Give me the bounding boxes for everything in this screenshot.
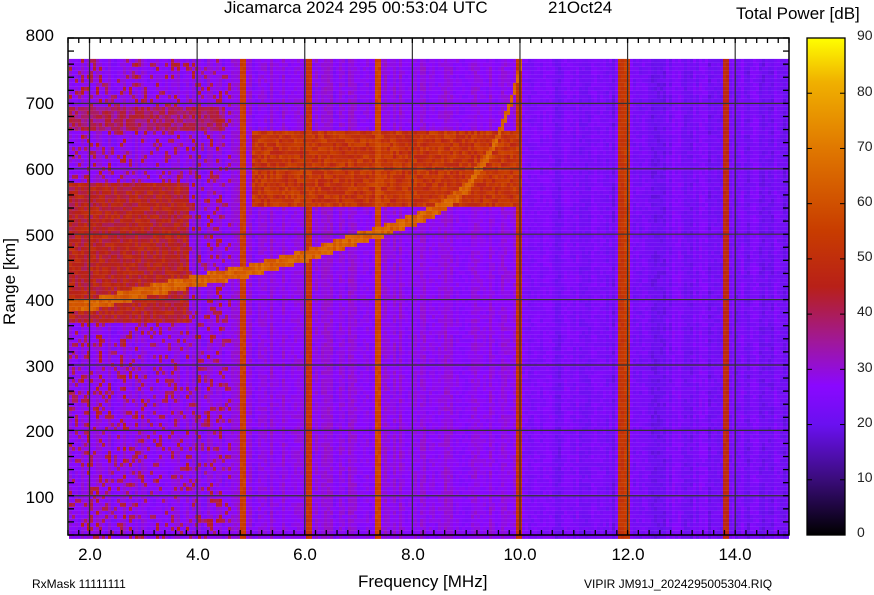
x-axis-label: Frequency [MHz]	[358, 572, 487, 592]
y-tick: 800	[2, 26, 54, 46]
colorbar-tick: 50	[857, 248, 873, 264]
colorbar-title: Total Power [dB]	[736, 4, 860, 24]
colorbar-tick: 20	[857, 414, 873, 430]
colorbar	[806, 37, 846, 536]
plot-frame	[67, 37, 790, 536]
x-tick: 4.0	[173, 545, 223, 565]
colorbar-ticks	[807, 92, 845, 481]
y-axis-label: Range [km]	[0, 238, 20, 325]
colorbar-tick: 30	[857, 359, 873, 375]
colorbar-tick: 80	[857, 83, 873, 99]
colorbar-tick: 60	[857, 193, 873, 209]
colorbar-tick: 10	[857, 469, 873, 485]
rxmask-label: RxMask 11111111	[32, 577, 126, 591]
y-tick: 300	[2, 357, 54, 377]
chart-title: Jicamarca 2024 295 00:53:04 UTC	[224, 0, 488, 18]
colorbar-tick: 40	[857, 303, 873, 319]
x-tick: 8.0	[388, 545, 438, 565]
y-tick: 500	[2, 226, 54, 246]
y-tick: 700	[2, 94, 54, 114]
colorbar-tick: 90	[857, 27, 873, 43]
x-tick: 14.0	[710, 545, 760, 565]
y-tick: 400	[2, 291, 54, 311]
y-tick: 200	[2, 422, 54, 442]
y-tick: 100	[2, 488, 54, 508]
colorbar-tick: 70	[857, 138, 873, 154]
y-tick: 600	[2, 160, 54, 180]
x-tick: 2.0	[65, 545, 115, 565]
grid-lines	[68, 37, 789, 535]
x-tick: 12.0	[603, 545, 653, 565]
filename-label: VIPIR JM91J_2024295005304.RIQ	[584, 577, 772, 591]
colorbar-tick: 0	[857, 524, 865, 540]
heatmap-cells	[69, 58, 789, 539]
chart-date: 21Oct24	[548, 0, 612, 18]
x-tick: 6.0	[280, 545, 330, 565]
x-tick: 10.0	[495, 545, 545, 565]
